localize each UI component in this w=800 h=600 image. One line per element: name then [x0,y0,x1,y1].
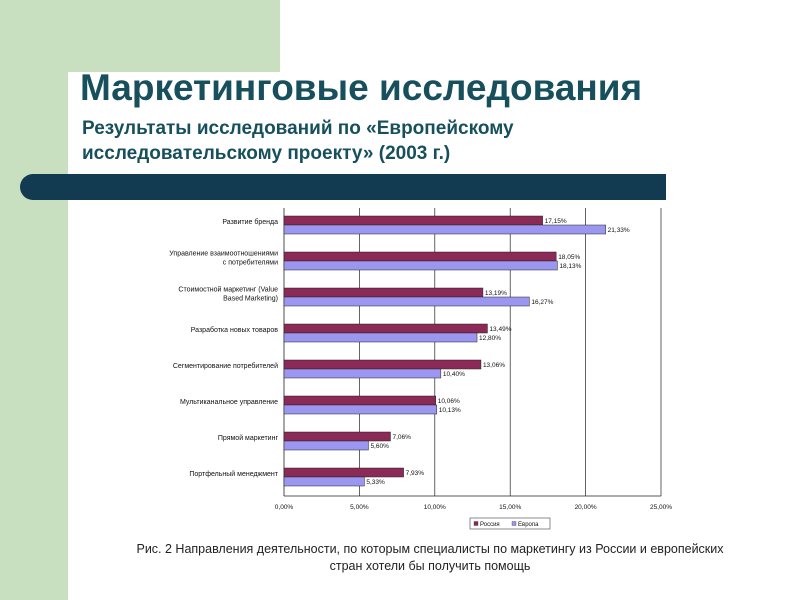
bar-russia [283,359,482,370]
bar-europe [283,332,478,343]
legend-swatch-europe [511,521,517,526]
slide-subtitle: Результаты исследований по «Европейскому… [82,116,700,166]
subtitle-line-1: Результаты исследований по «Европейскому [82,118,514,139]
value-label-europe: 5,60% [370,443,389,450]
value-label-europe: 21,33% [608,227,630,234]
x-tick-label: 25,00% [650,504,672,511]
legend-label-russia: Россия [480,522,500,528]
bar-russia [283,395,436,406]
bar-europe [283,440,369,451]
caption-line-1: Рис. 2 Направления деятельности, по кото… [136,542,724,556]
caption-line-2: стран хотели бы получить помощь [329,559,531,573]
legend-swatch-russia [473,521,479,526]
x-tick-label: 10,00% [424,504,446,511]
bar-europe [283,404,438,415]
bar-europe [283,296,530,307]
category-label: Based Marketing) [223,296,278,303]
value-label-russia: 7,93% [406,470,425,477]
category-label: Прямой маркетинг [218,434,279,442]
value-label-europe: 10,40% [443,371,465,378]
category-label: Управление взаимоотношениями [169,251,278,258]
category-label: Портфельный менеджмент [189,470,278,478]
value-label-europe: 5,33% [366,479,385,486]
category-label: Мультиканальное управление [180,399,278,406]
bar-russia [283,251,557,262]
bar-europe [283,368,442,379]
accent-bar [20,174,666,200]
x-tick-label: 0,00% [275,504,294,511]
x-tick-label: 20,00% [575,504,597,511]
left-green-strip [0,0,68,600]
value-label-russia: 13,19% [485,290,507,297]
bar-chart-svg: 0,00% 5,00% 10,00% 15,00% 20,00% 25,00% Развит… [169,208,672,530]
category-label: Разработка новых товаров [191,326,279,334]
value-label-russia: 10,06% [438,398,460,405]
category-label: с потребителями [223,259,278,267]
bar-europe [283,260,558,271]
bar-russia [283,431,391,442]
bar-russia [283,287,484,298]
category-label: Стоимостной маркетинг (Value [178,286,278,294]
value-label-russia: 17,15% [545,218,567,225]
title-area: Маркетинговые исследования Результаты ис… [80,66,700,166]
bar-europe [283,476,365,487]
category-label: Развитие бренда [222,218,278,226]
value-label-russia: 13,49% [489,326,511,333]
value-label-russia: 13,06% [483,362,505,369]
category-label: Сегментирование потребителей [173,362,278,370]
slide-title: Маркетинговые исследования [80,67,643,108]
subtitle-line-2: исследовательскому проекту» (2003 г.) [82,143,451,164]
bar-chart: 0,00% 5,00% 10,00% 15,00% 20,00% 25,00% Развит… [140,200,680,530]
bar-russia [283,215,543,226]
value-label-europe: 18,13% [559,263,581,270]
legend-box [469,517,551,530]
top-green-block [68,0,280,72]
x-tick-label: 5,00% [350,504,369,511]
value-label-europe: 16,27% [531,299,553,306]
bar-russia [283,323,488,334]
value-label-russia: 18,05% [558,254,580,261]
value-label-russia: 7,06% [392,434,411,441]
bar-europe [283,224,606,235]
figure-caption: Рис. 2 Направления деятельности, по кото… [100,541,760,575]
bar-russia [283,467,404,478]
value-label-europe: 12,80% [479,335,501,342]
value-label-europe: 10,13% [439,407,461,414]
x-tick-label: 15,00% [499,504,521,511]
legend-label-europe: Европа [518,522,539,528]
